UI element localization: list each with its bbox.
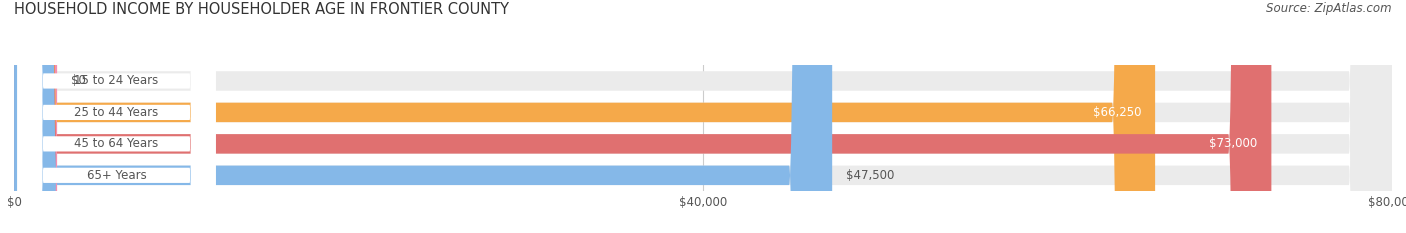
FancyBboxPatch shape (14, 0, 1271, 233)
Text: HOUSEHOLD INCOME BY HOUSEHOLDER AGE IN FRONTIER COUNTY: HOUSEHOLD INCOME BY HOUSEHOLDER AGE IN F… (14, 2, 509, 17)
Text: 15 to 24 Years: 15 to 24 Years (75, 75, 159, 87)
Text: $66,250: $66,250 (1092, 106, 1142, 119)
Text: $47,500: $47,500 (846, 169, 894, 182)
Text: 65+ Years: 65+ Years (87, 169, 146, 182)
Text: $73,000: $73,000 (1209, 137, 1257, 150)
FancyBboxPatch shape (17, 0, 215, 233)
FancyBboxPatch shape (14, 0, 1392, 233)
FancyBboxPatch shape (14, 0, 1392, 233)
FancyBboxPatch shape (14, 0, 832, 233)
FancyBboxPatch shape (17, 0, 215, 233)
FancyBboxPatch shape (17, 0, 215, 233)
FancyBboxPatch shape (14, 0, 1392, 233)
FancyBboxPatch shape (17, 0, 215, 233)
FancyBboxPatch shape (14, 0, 58, 233)
Text: Source: ZipAtlas.com: Source: ZipAtlas.com (1267, 2, 1392, 15)
FancyBboxPatch shape (14, 0, 1392, 233)
Text: 45 to 64 Years: 45 to 64 Years (75, 137, 159, 150)
Text: 25 to 44 Years: 25 to 44 Years (75, 106, 159, 119)
FancyBboxPatch shape (14, 0, 1156, 233)
Text: $0: $0 (70, 75, 86, 87)
